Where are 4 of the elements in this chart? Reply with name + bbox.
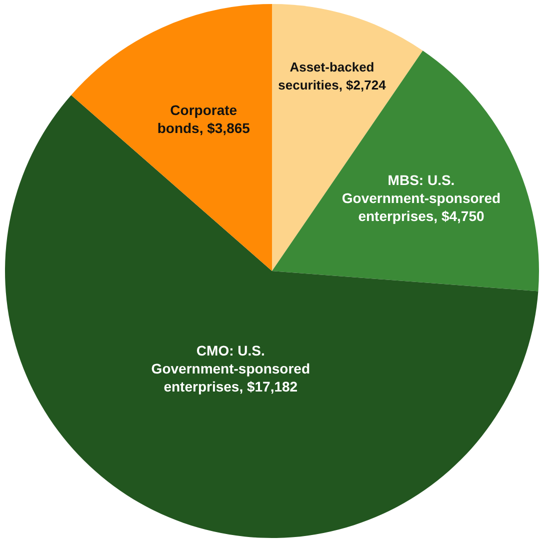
slice-label: MBS: U.S. Government-sponsored enterprises, $4,750 [342, 172, 501, 224]
slice-label: Corporate bonds, $3,865 [157, 102, 250, 136]
slice-label: CMO: U.S. Government-sponsored enterprises, $17,182 [151, 342, 310, 394]
slice-label: Asset-backed securities, $2,724 [278, 60, 387, 93]
